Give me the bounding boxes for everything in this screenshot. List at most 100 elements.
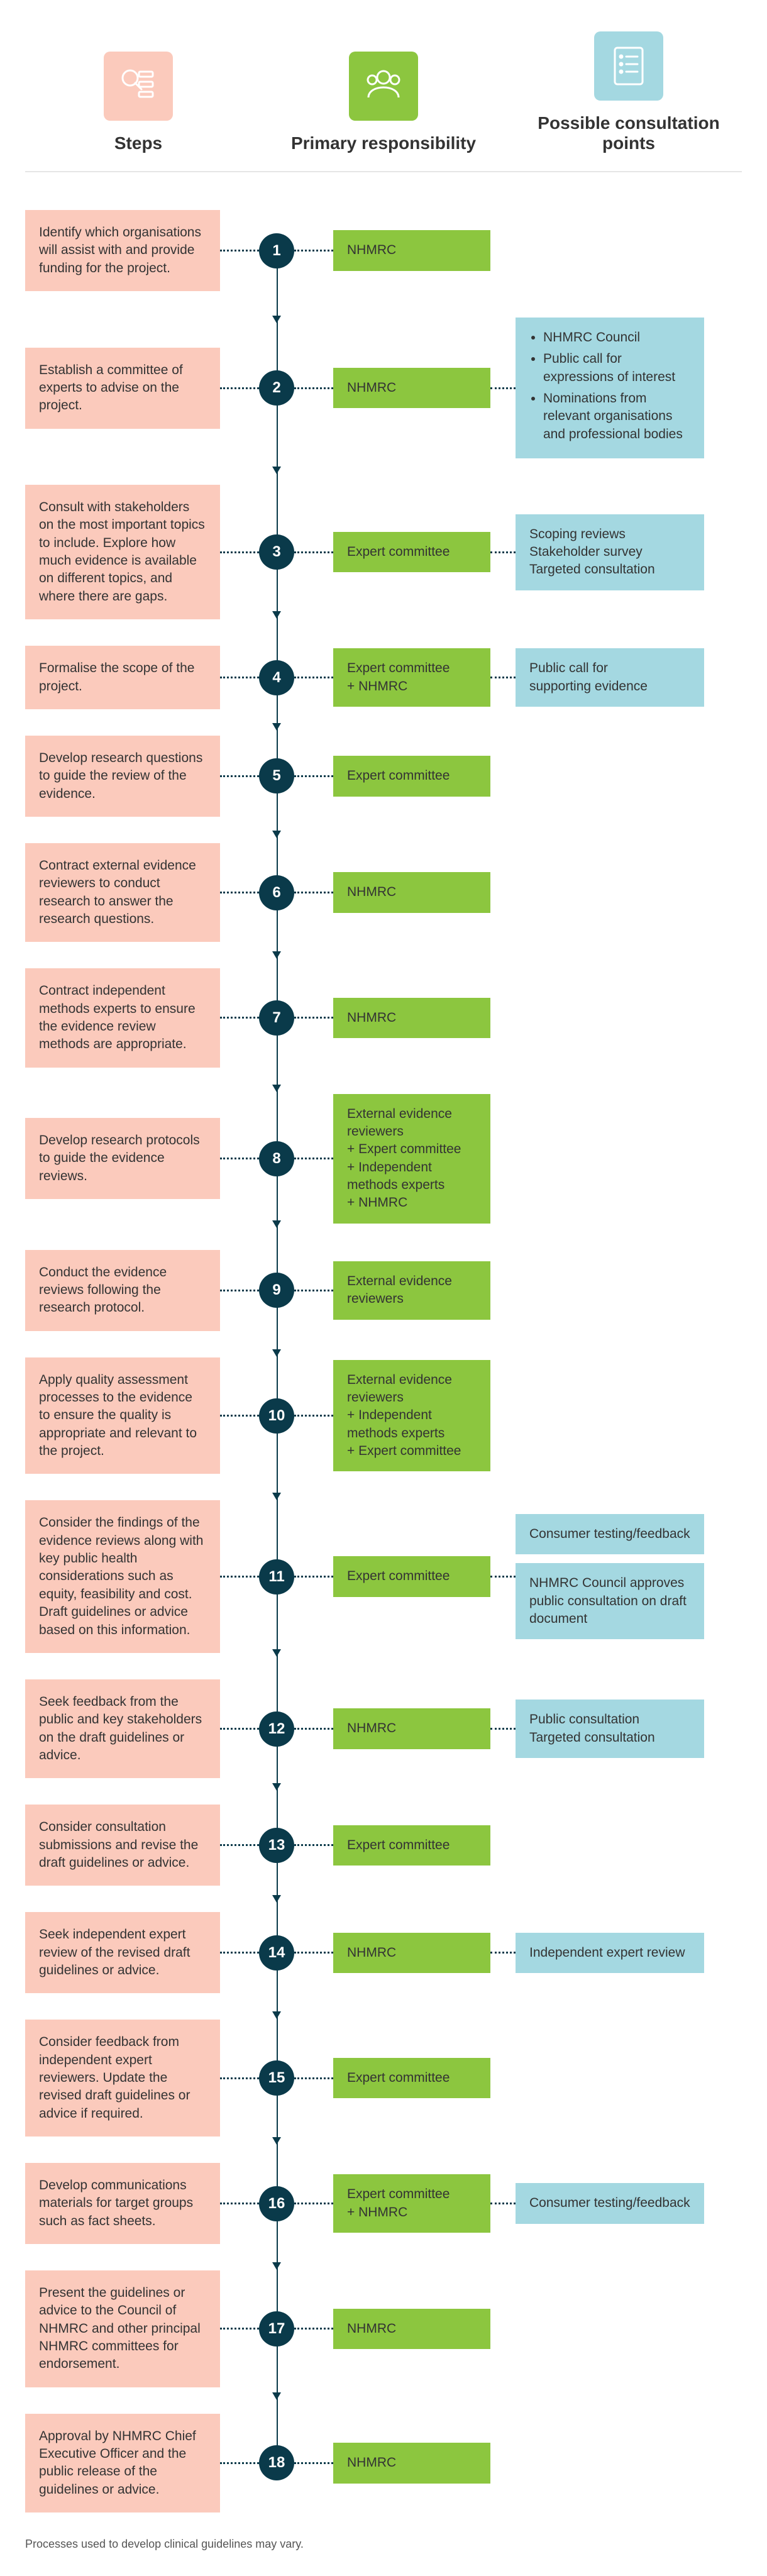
step-number-badge: 5 — [259, 758, 294, 793]
step-row: Formalise the scope of the project.4Expe… — [25, 646, 742, 709]
connector-dots — [220, 1017, 259, 1019]
header-label-steps: Steps — [25, 133, 251, 153]
step-description: Consult with stakeholders on the most im… — [25, 485, 220, 619]
connector-dots — [220, 250, 259, 252]
responsibility-box: NHMRC — [333, 1708, 490, 1749]
step-number-badge: 7 — [259, 1000, 294, 1036]
step-row: Seek feedback from the public and key st… — [25, 1679, 742, 1778]
connector-dots — [490, 551, 516, 553]
step-row: Consider consultation submissions and re… — [25, 1805, 742, 1886]
step-number-badge: 12 — [259, 1711, 294, 1747]
connector-dots — [220, 1290, 259, 1291]
header-col-steps: Steps — [25, 52, 251, 153]
flow-arrow-icon — [272, 1349, 281, 1357]
step-description: Develop communications materials for tar… — [25, 2163, 220, 2244]
step-description: Identify which organisations will assist… — [25, 210, 220, 291]
connector-dots — [294, 250, 333, 252]
flow-arrow-icon — [272, 467, 281, 474]
responsibility-box: External evidence reviewers + Independen… — [333, 1360, 490, 1472]
responsibility-box: External evidence reviewers + Expert com… — [333, 1094, 490, 1224]
step-number-badge: 14 — [259, 1935, 294, 1971]
flow-arrow-icon — [272, 1493, 281, 1500]
connector-dots — [220, 1952, 259, 1954]
flow-arrow-icon — [272, 1220, 281, 1228]
connector-dots — [294, 1017, 333, 1019]
step-number-badge: 10 — [259, 1398, 294, 1434]
responsibility-box: Expert committee + NHMRC — [333, 2174, 490, 2233]
connector-dots — [294, 551, 333, 553]
checklist-search-icon — [104, 52, 173, 121]
connector-dots — [294, 2462, 333, 2464]
connector-dots — [294, 387, 333, 389]
step-rows: Identify which organisations will assist… — [25, 210, 742, 2512]
step-description: Seek feedback from the public and key st… — [25, 1679, 220, 1778]
connector-dots — [220, 551, 259, 553]
responsibility-box: External evidence reviewers — [333, 1261, 490, 1320]
connector-dots — [294, 775, 333, 777]
step-description: Establish a committee of experts to advi… — [25, 348, 220, 429]
connector-dots — [294, 1415, 333, 1417]
step-description: Consider feedback from independent exper… — [25, 2020, 220, 2137]
step-number-badge: 13 — [259, 1828, 294, 1863]
step-description: Seek independent expert review of the re… — [25, 1912, 220, 1993]
connector-dots — [490, 677, 516, 678]
consultation-box: Public consultation Targeted consultatio… — [516, 1700, 704, 1758]
responsibility-box: Expert committee — [333, 532, 490, 572]
page-container: Steps Primary responsibility — [0, 0, 767, 2576]
flow-arrow-icon — [272, 1085, 281, 1092]
header-row: Steps Primary responsibility — [25, 31, 742, 153]
connector-dots — [294, 892, 333, 893]
connector-dots — [220, 387, 259, 389]
responsibility-box: Expert committee — [333, 1825, 490, 1866]
step-row: Approval by NHMRC Chief Executive Office… — [25, 2414, 742, 2512]
connector-dots — [490, 387, 516, 389]
step-row: Contract independent methods experts to … — [25, 968, 742, 1067]
connector-dots — [220, 1576, 259, 1578]
step-description: Contract independent methods experts to … — [25, 968, 220, 1067]
step-number-badge: 4 — [259, 660, 294, 695]
connector-dots — [220, 1728, 259, 1730]
flow-arrow-icon — [272, 831, 281, 838]
connector-dots — [294, 1290, 333, 1291]
step-row: Develop research questions to guide the … — [25, 736, 742, 817]
header-divider — [25, 171, 742, 172]
flow-arrow-icon — [272, 611, 281, 619]
step-number-badge: 15 — [259, 2060, 294, 2096]
connector-dots — [220, 2077, 259, 2079]
consultation-box: Consumer testing/feedback — [516, 1514, 704, 1554]
connector-dots — [294, 1576, 333, 1578]
header-col-responsibility: Primary responsibility — [251, 52, 516, 153]
responsibility-box: Expert committee — [333, 2058, 490, 2098]
responsibility-box: NHMRC — [333, 2443, 490, 2483]
connector-dots — [220, 2203, 259, 2204]
flow-arrow-icon — [272, 316, 281, 323]
connector-dots — [220, 2328, 259, 2330]
connector-dots — [294, 1952, 333, 1954]
step-row: Develop research protocols to guide the … — [25, 1094, 742, 1224]
step-number-badge: 16 — [259, 2186, 294, 2221]
connector-dots — [294, 1158, 333, 1159]
consultation-box: NHMRC CouncilPublic call for expressions… — [516, 318, 704, 458]
responsibility-box: NHMRC — [333, 368, 490, 408]
connector-dots — [490, 1952, 516, 1954]
step-number-badge: 11 — [259, 1559, 294, 1595]
step-description: Develop research questions to guide the … — [25, 736, 220, 817]
connector-dots — [294, 1728, 333, 1730]
connector-dots — [220, 2462, 259, 2464]
step-number-badge: 2 — [259, 370, 294, 406]
responsibility-box: NHMRC — [333, 872, 490, 912]
connector-dots — [294, 1844, 333, 1846]
step-description: Consider consultation submissions and re… — [25, 1805, 220, 1886]
step-number-badge: 8 — [259, 1141, 294, 1176]
step-description: Formalise the scope of the project. — [25, 646, 220, 709]
connector-dots — [490, 2203, 516, 2204]
step-row: Conduct the evidence reviews following t… — [25, 1250, 742, 1331]
header-label-resp: Primary responsibility — [251, 133, 516, 153]
flow-arrow-icon — [272, 1783, 281, 1791]
step-description: Develop research protocols to guide the … — [25, 1118, 220, 1199]
step-row: Identify which organisations will assist… — [25, 210, 742, 291]
step-row: Present the guidelines or advice to the … — [25, 2270, 742, 2387]
consultation-box: NHMRC Council approves public consultati… — [516, 1563, 704, 1639]
connector-dots — [220, 1844, 259, 1846]
connector-dots — [220, 775, 259, 777]
